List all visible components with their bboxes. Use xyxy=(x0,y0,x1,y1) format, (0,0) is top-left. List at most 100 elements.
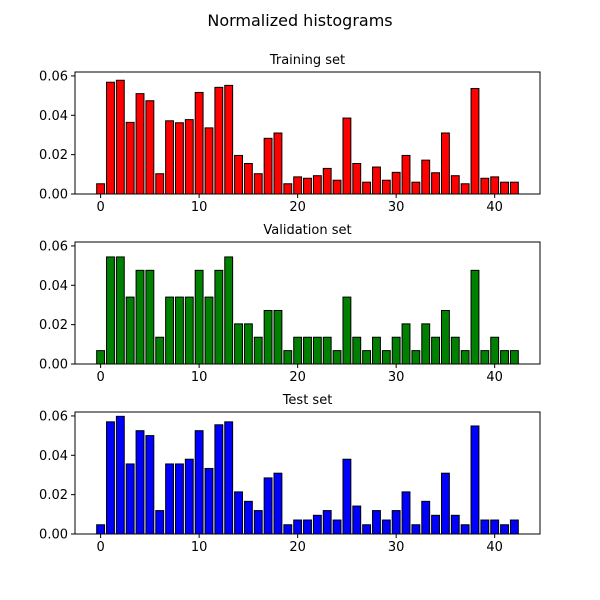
validation-x-tick-label: 40 xyxy=(486,370,503,385)
training-bar xyxy=(194,91,204,195)
test-bar xyxy=(362,524,372,535)
training-bar xyxy=(145,100,155,195)
test-bar xyxy=(312,514,322,535)
validation-bar xyxy=(391,336,401,365)
test-bar xyxy=(431,514,441,535)
validation-bar xyxy=(381,350,391,365)
training-x-tick-label: 10 xyxy=(191,200,208,215)
training-histogram-panel: Training set 0 10 20 30 40 0.00 0.02 0.04 0.06 xyxy=(39,53,541,215)
test-y-tick-label: 0.00 xyxy=(39,528,68,543)
test-bar xyxy=(381,519,391,535)
test-bar xyxy=(165,463,175,535)
training-bar xyxy=(480,177,490,195)
training-bar xyxy=(174,122,184,195)
training-bar xyxy=(421,159,431,195)
training-bar xyxy=(490,176,500,195)
test-bar xyxy=(214,424,224,535)
test-panel-title: Test set xyxy=(282,393,333,408)
test-x-tick-label: 10 xyxy=(191,540,208,555)
test-x-tick-label: 0 xyxy=(96,540,104,555)
validation-bar xyxy=(263,309,273,365)
training-bar xyxy=(391,171,401,195)
validation-bar xyxy=(135,269,145,365)
training-bar xyxy=(352,163,362,195)
validation-bar xyxy=(421,323,431,365)
test-y-tick-label: 0.02 xyxy=(39,488,68,503)
training-bar xyxy=(214,86,224,195)
test-bar xyxy=(263,477,273,535)
training-bar xyxy=(470,88,480,195)
test-bar xyxy=(283,524,293,535)
training-axes-frame xyxy=(74,71,541,195)
validation-bar xyxy=(332,350,342,365)
validation-bar xyxy=(155,336,165,365)
validation-bar xyxy=(145,269,155,365)
test-bar xyxy=(440,472,450,535)
training-y-tick-label: 0.02 xyxy=(39,148,68,163)
test-x-tick-label: 20 xyxy=(289,540,306,555)
validation-bar xyxy=(293,336,303,365)
test-y-tick-label: 0.06 xyxy=(39,409,68,424)
test-bar xyxy=(460,524,470,535)
validation-bar xyxy=(342,296,352,365)
test-bar xyxy=(174,463,184,535)
validation-bar xyxy=(253,336,263,365)
training-bar xyxy=(500,181,509,195)
test-bar xyxy=(115,415,125,535)
test-y-tick-label: 0.04 xyxy=(39,449,68,464)
training-bar xyxy=(431,172,441,195)
training-bar xyxy=(312,175,322,195)
training-bar xyxy=(234,154,243,195)
validation-bar xyxy=(194,269,204,365)
test-bar xyxy=(96,524,106,535)
validation-bar xyxy=(312,336,322,365)
validation-histogram-panel: Validation set 0 10 20 30 40 0.00 0.02 0.04 0.06 xyxy=(39,223,541,385)
training-bar xyxy=(322,167,332,195)
test-bar xyxy=(450,514,460,535)
training-bar xyxy=(184,119,194,195)
training-bar xyxy=(96,183,106,195)
test-bar xyxy=(480,519,490,535)
test-bar xyxy=(391,510,401,535)
validation-y-tick-label: 0.04 xyxy=(39,279,68,294)
training-bar xyxy=(106,81,115,195)
validation-bar xyxy=(243,323,253,365)
validation-x-tick-label: 20 xyxy=(289,370,306,385)
training-y-tick-label: 0.04 xyxy=(39,109,68,124)
validation-bar xyxy=(184,296,194,365)
training-bar xyxy=(125,121,135,195)
training-bar xyxy=(450,175,460,195)
test-bar xyxy=(184,458,194,535)
test-bar xyxy=(106,421,115,535)
test-bar xyxy=(273,472,283,535)
training-bar xyxy=(381,179,391,195)
test-x-tick-label: 30 xyxy=(388,540,405,555)
training-bar xyxy=(460,183,470,195)
test-bar xyxy=(500,524,509,535)
validation-bar xyxy=(174,296,184,365)
validation-bar xyxy=(362,350,372,365)
training-y-tick-label: 0.06 xyxy=(39,69,68,84)
training-bar xyxy=(155,173,165,195)
training-bar xyxy=(372,166,381,195)
test-bar xyxy=(234,491,243,535)
training-bar xyxy=(165,120,175,195)
training-bar xyxy=(303,177,312,195)
figure-suptitle: Normalized histograms xyxy=(207,11,392,30)
training-bar xyxy=(401,154,411,195)
training-bar xyxy=(440,132,450,195)
test-bar xyxy=(293,519,303,535)
training-panel-title: Training set xyxy=(269,53,345,68)
training-x-tick-label: 40 xyxy=(486,200,503,215)
validation-x-tick-label: 30 xyxy=(388,370,405,385)
validation-bar xyxy=(450,336,460,365)
training-bar xyxy=(243,163,253,195)
validation-bar xyxy=(283,350,293,365)
validation-bar xyxy=(411,350,421,365)
training-bar xyxy=(342,117,352,195)
validation-bar xyxy=(352,336,362,365)
validation-bar xyxy=(322,336,332,365)
